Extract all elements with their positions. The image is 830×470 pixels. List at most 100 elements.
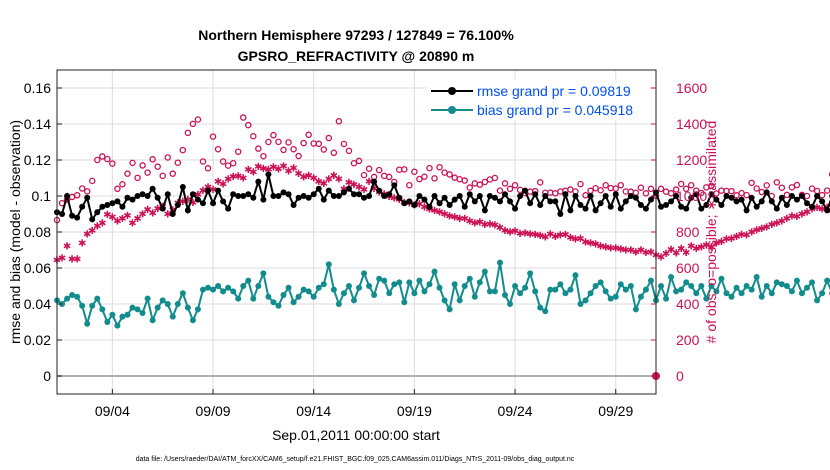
obs-possible-point [129,159,136,167]
obs-assimilated-point: ✱ [254,162,262,173]
bias-point [290,299,297,306]
rmse-point [189,191,196,198]
bias-point [718,275,725,282]
obs-possible-point [229,159,237,167]
rmse-point [199,200,206,207]
rmse-point [622,198,629,205]
obs-assimilated-point: ✱ [596,242,604,253]
rmse-point [79,203,86,210]
rmse-point [366,193,373,199]
rmse-point [778,194,785,201]
bias-point [466,275,473,282]
bias-point [632,306,639,313]
rmse-point [159,205,166,212]
rmse-point [69,212,76,219]
rmse-point [174,202,181,208]
bias-point [371,292,378,298]
obs-possible-point [239,114,247,121]
right-axis-ticks: 0 200 400 600 800 1000 1200 1400 1600 [651,80,707,384]
bias-point [542,308,549,315]
bias-point [798,290,805,297]
data-file-footer: data file: /Users/raeder/DAI/ATM_forcXX/… [136,456,575,463]
obs-assimilated-point: ✱ [164,210,172,221]
rmse-point [134,193,141,199]
bias-point [819,290,826,297]
left-tick-label: 0.12 [24,152,51,168]
x-tick-label: 09/19 [397,403,432,419]
obs-possible-point [365,165,373,172]
obs-assimilated-point: ✱ [274,165,282,176]
obs-possible-point [159,172,166,180]
rmse-point [335,193,342,199]
obs-assimilated-point: ✱ [742,231,750,242]
obs-assimilated-point: ✱ [244,165,252,176]
rmse-point [481,207,488,214]
rmse-point [451,196,458,203]
rmse-point [275,193,282,199]
rmse-point [763,189,770,196]
obs-possible-point [375,166,383,174]
bias-point [89,302,96,309]
obs-possible-point [214,145,222,153]
bias-point [225,284,232,291]
obs-assimilated-point: ✱ [445,211,453,222]
obs-assimilated-point: ✱ [752,225,760,236]
bias-point [104,319,111,325]
bias-point [255,283,262,289]
rmse-point [179,184,186,190]
rmse-point [230,191,237,198]
obs-assimilated-point: ✱ [576,234,584,245]
obs-possible-point [320,146,328,153]
bias-point [320,281,327,288]
obs-assimilated-point: ✱ [717,237,725,248]
obs-assimilated-point: ✱ [617,245,625,256]
obs-possible-point [285,139,292,146]
obs-possible-point [818,191,826,199]
bias-point [617,281,624,288]
obs-assimilated-point: ✱ [184,195,192,206]
obs-possible-point [411,168,418,175]
obs-assimilated-point: ✱ [476,217,484,228]
bias-point [421,288,428,295]
rmse-point [663,202,670,208]
obs-assimilated-point: ✱ [179,197,187,208]
obs-assimilated-point: ✱ [697,242,705,253]
obs-assimilated-point: ✱ [335,175,343,186]
obs-assimilated-point: ✱ [385,192,393,203]
rmse-point [607,203,614,210]
rmse-point [507,198,514,205]
obs-assimilated-point: ✱ [355,182,363,193]
obs-possible-point [250,132,257,140]
obs-possible-point [672,186,680,193]
rmse-point [793,196,800,203]
obs-assimilated-point: ✱ [304,171,312,182]
bias-point [824,277,830,284]
bias-point [783,283,790,289]
bias-point [778,281,785,288]
bias-point [84,320,91,327]
obs-possible-point [109,160,116,167]
obs-possible-point [290,145,297,153]
rmse-point [698,205,705,212]
obs-assimilated-point: ✱ [747,228,755,239]
bias-point [552,286,559,293]
obs-assimilated-point: ✱ [712,239,720,250]
bias-point [174,301,181,307]
obs-assimilated-point: ✱ [516,229,524,240]
rmse-point [537,202,544,208]
grid-lines [57,70,656,394]
rmse-point [824,207,830,214]
rmse-point [381,193,388,199]
rmse-point [426,203,433,210]
obs-possible-point [657,185,665,193]
bias-point [738,290,745,297]
bias-point [436,284,443,291]
obs-possible-point [385,173,393,181]
rmse-point [290,202,297,208]
bias-point [345,283,352,289]
obs-assimilated-point: ✱ [707,243,715,254]
obs-assimilated-point: ✱ [289,163,297,174]
bias-point [703,295,710,302]
rmse-point [557,211,564,217]
